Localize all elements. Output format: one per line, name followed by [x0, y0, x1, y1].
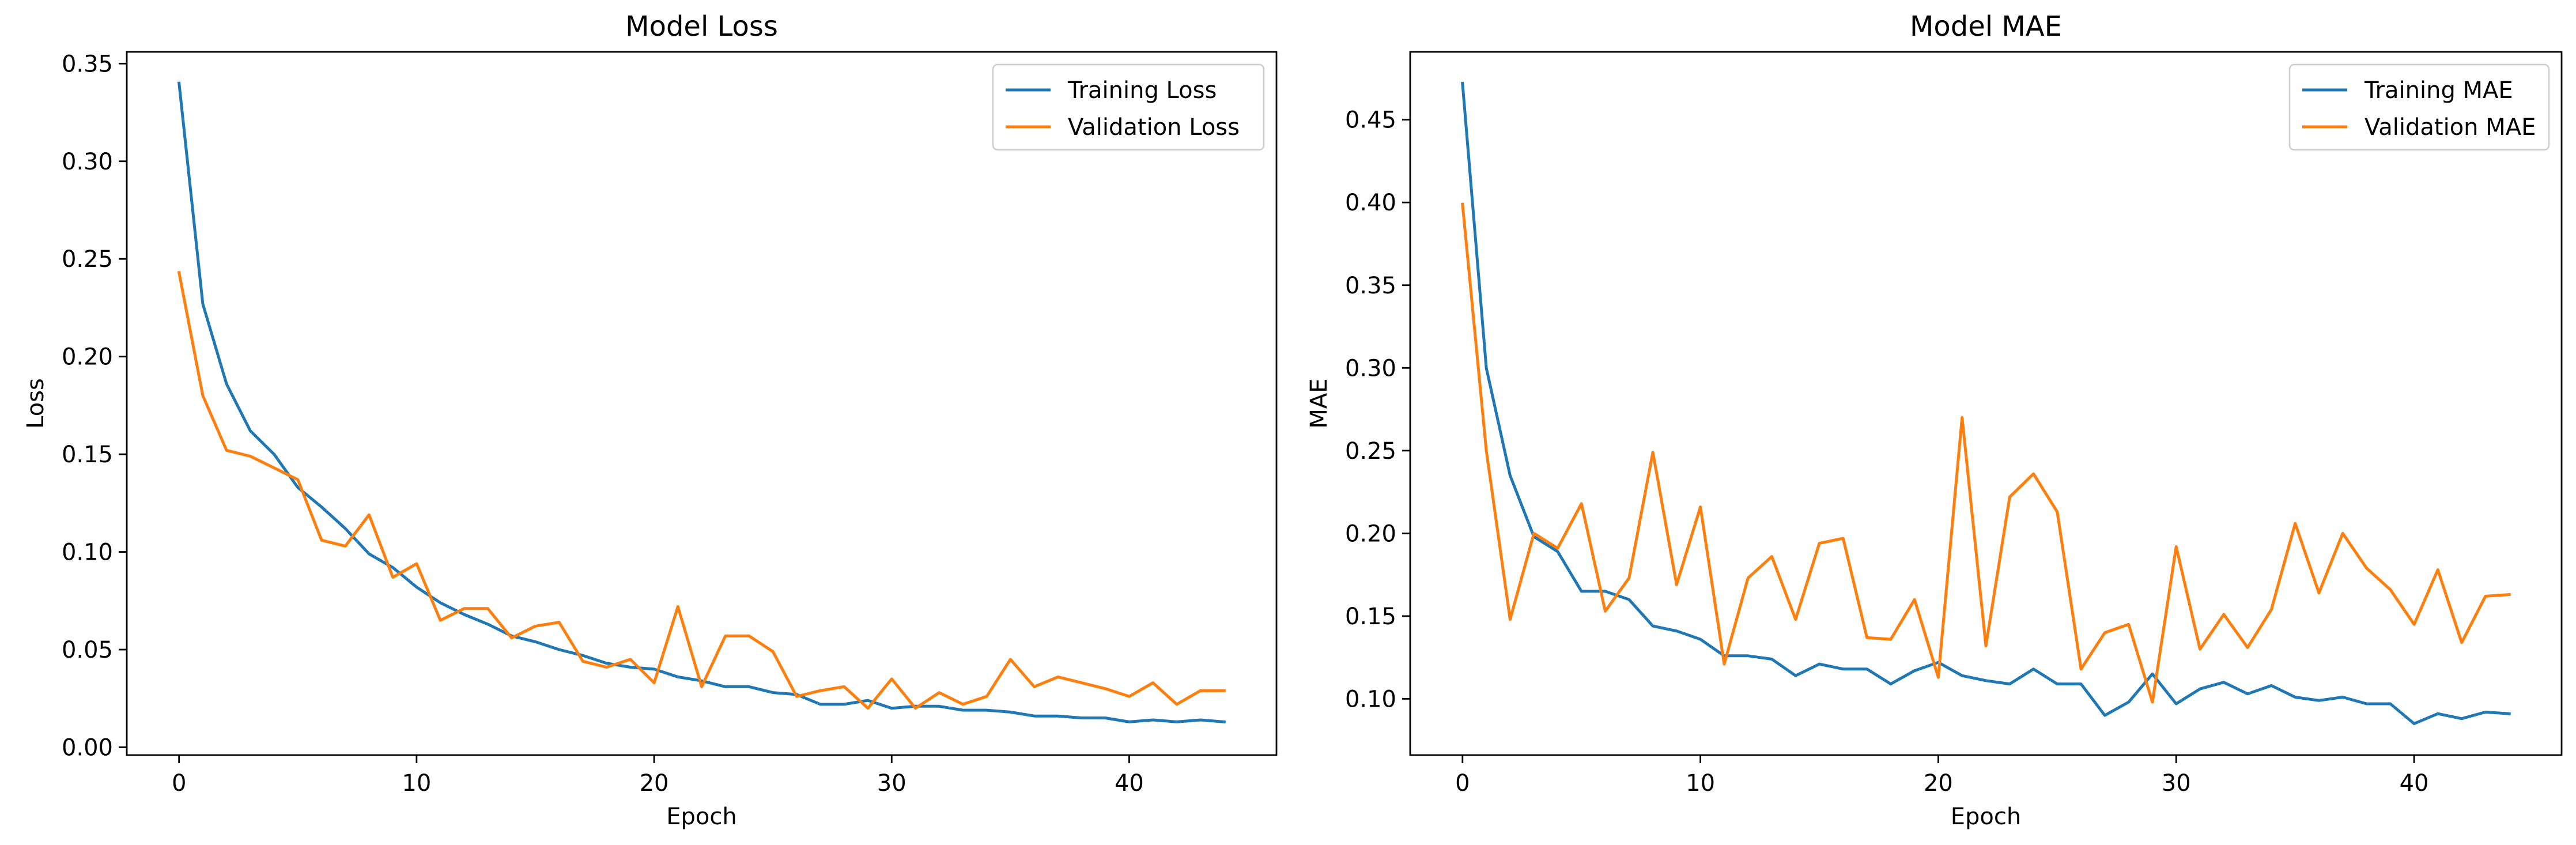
mae-legend-label-validation: Validation MAE	[2365, 114, 2536, 141]
loss-series-line-training	[177, 81, 1226, 724]
mae-y-tick-label: 0.10	[1345, 686, 1396, 712]
loss-y-tick-label: 0.25	[62, 246, 113, 273]
loss-x-tick-label: 0	[172, 770, 186, 797]
mae-x-axis-label: Epoch	[1951, 803, 2021, 830]
loss-y-tick-label: 0.20	[62, 344, 113, 371]
loss-legend: Training Loss Validation Loss	[992, 63, 1265, 151]
loss-y-axis-label: Loss	[22, 378, 49, 429]
loss-series-line-validation	[177, 270, 1226, 710]
loss-y-tick-label: 0.05	[62, 637, 113, 663]
mae-y-tick-label: 0.25	[1345, 438, 1396, 465]
mae-x-tick-label: 10	[1686, 770, 1715, 797]
loss-y-tick-label: 0.35	[62, 51, 113, 77]
loss-x-axis-label: Epoch	[666, 803, 736, 830]
loss-legend-label-training: Training Loss	[1067, 77, 1217, 104]
mae-x-tick-label: 0	[1455, 770, 1470, 797]
loss-x-tick-label: 30	[877, 770, 906, 797]
loss-y-tick-label: 0.30	[62, 149, 113, 175]
mae-y-tick-label: 0.35	[1345, 273, 1396, 299]
mae-x-tick-label: 20	[1924, 770, 1953, 797]
loss-legend-box	[992, 63, 1265, 151]
loss-x-tick-label: 10	[402, 770, 431, 797]
mae-plot-frame	[1409, 51, 2563, 756]
loss-x-tick-label: 20	[640, 770, 669, 797]
loss-x-tick-label: 40	[1115, 770, 1144, 797]
loss-chart-title: Model Loss	[625, 10, 778, 43]
mae-y-tick-label: 0.15	[1345, 603, 1396, 630]
mae-y-tick-label: 0.30	[1345, 355, 1396, 382]
loss-legend-label-validation: Validation Loss	[1068, 114, 1240, 141]
mae-legend: Training MAE Validation MAE	[2288, 63, 2550, 151]
mae-chart-title: Model MAE	[1910, 10, 2062, 43]
mae-series-line-training	[1461, 81, 2511, 725]
mae-y-tick-label: 0.45	[1345, 107, 1396, 134]
mae-legend-box	[2288, 63, 2550, 151]
mae-y-tick-label: 0.40	[1345, 190, 1396, 216]
mae-x-tick-label: 40	[2400, 770, 2429, 797]
mae-y-tick-label: 0.20	[1345, 520, 1396, 547]
mae-y-axis-label: MAE	[1306, 378, 1332, 428]
loss-y-tick-label: 0.15	[62, 442, 113, 468]
mae-series-line-validation	[1461, 202, 2511, 704]
loss-y-tick-label: 0.10	[62, 540, 113, 566]
mae-x-tick-label: 30	[2162, 770, 2191, 797]
mae-chart: 0 10 20 30 40 0.10 0.15 0.20 0.25 0.30 0.35 0.40 0.4…	[1306, 10, 2563, 830]
mae-legend-label-training: Training MAE	[2364, 77, 2513, 104]
loss-y-tick-label: 0.00	[62, 734, 113, 761]
loss-plot-frame	[126, 51, 1278, 756]
loss-chart: 0 10 20 30 40 0.00 0.05 0.10 0.15 0.20 0.25 0.30 0.3…	[22, 10, 1278, 830]
